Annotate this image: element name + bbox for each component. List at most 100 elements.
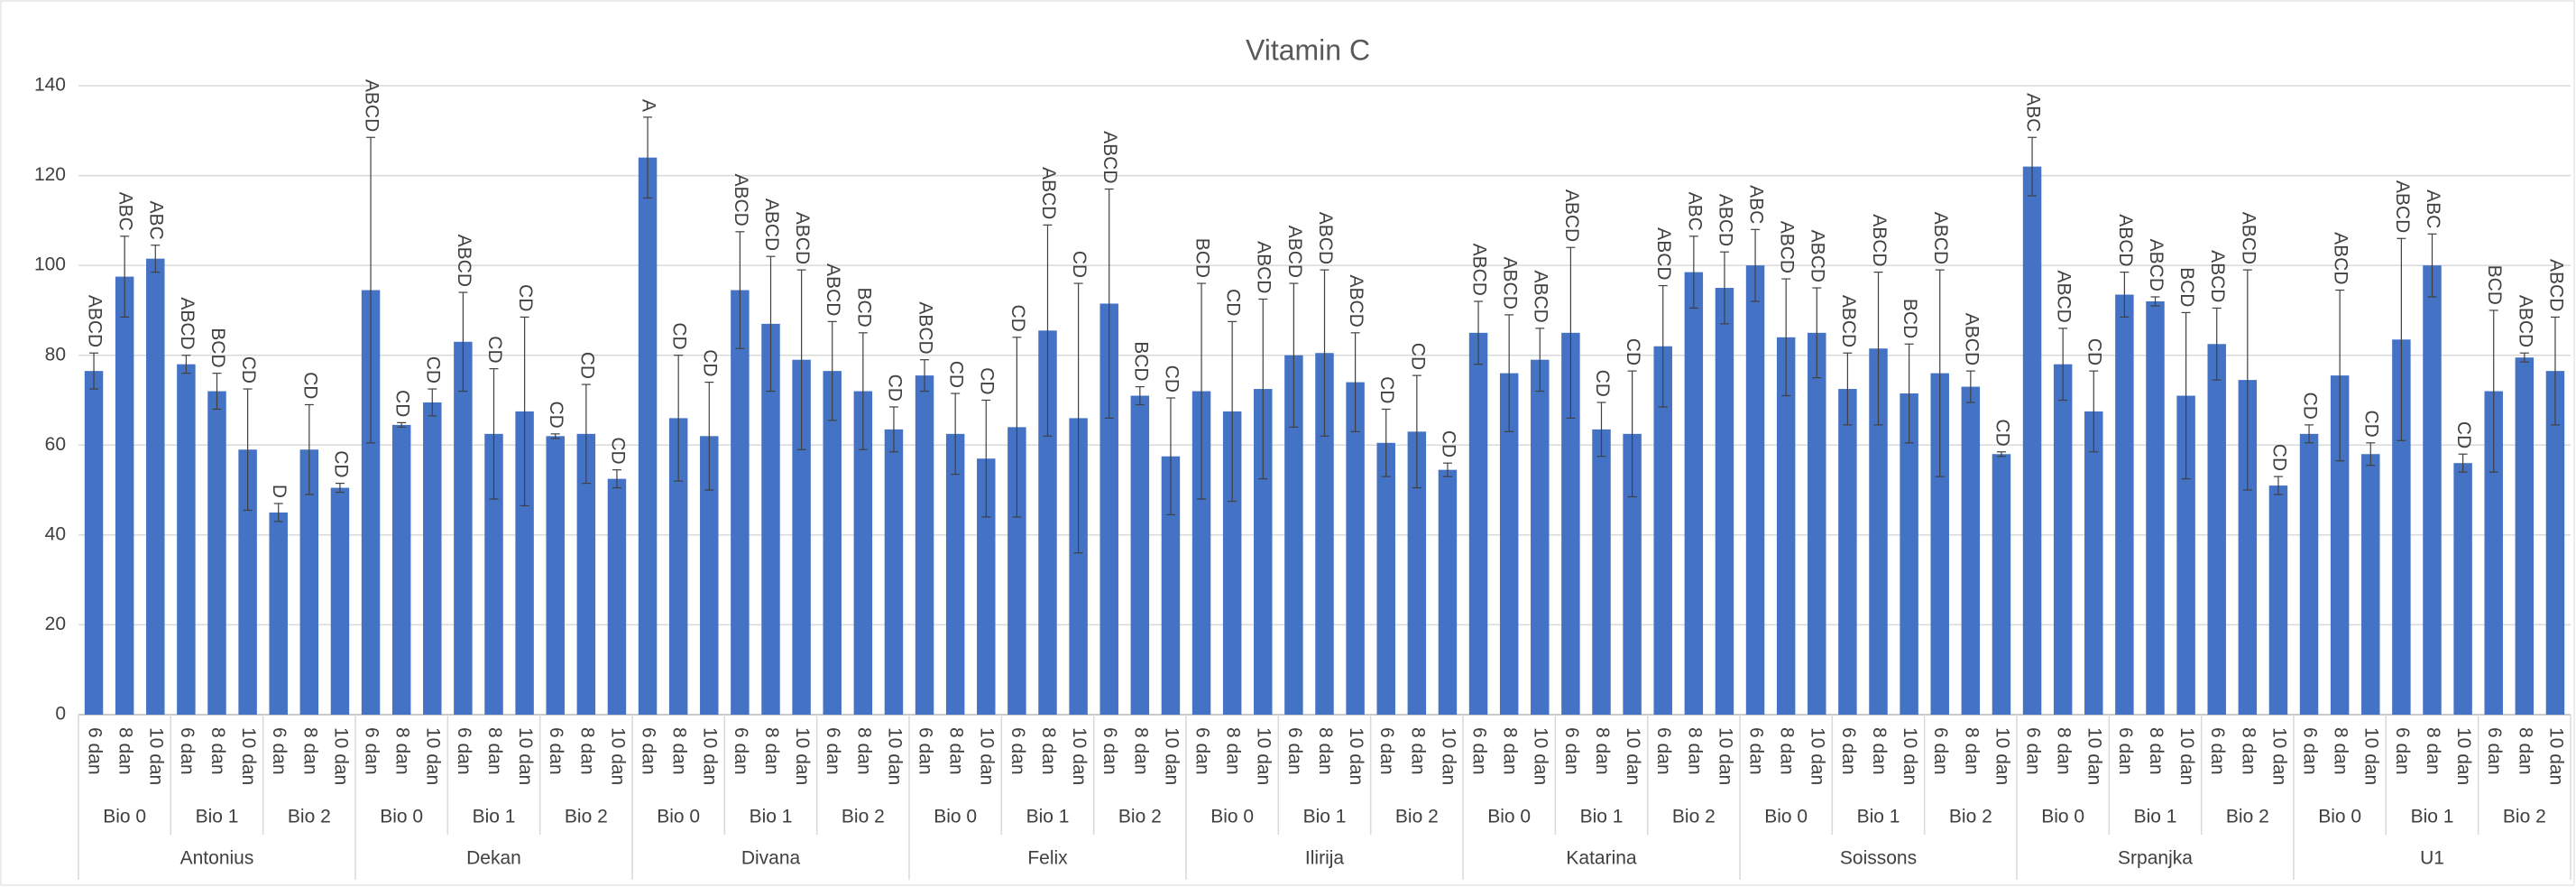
- x-tick-label: 8 dan: [576, 727, 597, 775]
- bar: [391, 424, 411, 715]
- bar: [177, 364, 196, 715]
- x-tick-label: 6 dan: [1099, 727, 1120, 775]
- bar: [853, 391, 873, 715]
- x-tick-label: 6 dan: [2207, 727, 2228, 775]
- letter-label: CD: [607, 437, 628, 464]
- x-tick-label: 6 dan: [1838, 727, 1859, 775]
- bar: [515, 411, 534, 715]
- bar: [2515, 357, 2535, 715]
- bar: [1069, 418, 1088, 715]
- letter-label: ABCD: [1469, 244, 1490, 296]
- bar: [2330, 375, 2350, 715]
- bar: [668, 418, 688, 715]
- bar: [977, 458, 996, 715]
- letter-label: CD: [669, 322, 690, 349]
- letter-label: ABCD: [1346, 274, 1366, 327]
- letter-label: CD: [423, 356, 444, 383]
- letter-label: ABCD: [1038, 167, 1059, 219]
- letter-label: CD: [2361, 410, 2382, 437]
- letter-label: CD: [1592, 370, 1613, 397]
- letter-label: ABCD: [1561, 189, 1582, 242]
- group-label: U1: [2420, 848, 2444, 869]
- bar: [2115, 294, 2134, 715]
- subgroup-label: Bio 1: [750, 807, 793, 827]
- subgroup-label: Bio 2: [2226, 807, 2269, 827]
- x-tick-label: 8 dan: [1223, 727, 1244, 775]
- x-tick-label: 10 dan: [1992, 727, 2012, 785]
- bar: [2207, 344, 2226, 715]
- x-tick-label: 10 dan: [700, 727, 721, 785]
- bar: [2268, 485, 2288, 715]
- letter-label: ABCD: [85, 295, 106, 347]
- bar: [454, 341, 473, 715]
- bar: [1838, 389, 1857, 715]
- group-label: Divana: [741, 848, 801, 869]
- x-tick-label: 8 dan: [1130, 727, 1151, 775]
- bar: [1099, 303, 1118, 715]
- letter-label: ABCD: [1500, 257, 1521, 310]
- letter-label: CD: [546, 401, 566, 428]
- bar: [1808, 332, 1826, 715]
- letter-label: ABCD: [1777, 221, 1798, 273]
- bar: [2146, 300, 2165, 715]
- letter-label: ABCD: [792, 212, 813, 264]
- bar: [207, 391, 226, 715]
- bar: [1992, 454, 2011, 715]
- letter-label: ABCD: [2331, 232, 2351, 284]
- bar: [1161, 456, 1181, 715]
- x-tick-label: 8 dan: [1315, 727, 1336, 775]
- bar: [146, 258, 165, 715]
- bar: [1007, 427, 1026, 715]
- bar: [1407, 431, 1427, 715]
- x-tick-label: 10 dan: [2268, 727, 2289, 785]
- bar: [1531, 359, 1550, 715]
- x-tick-label: 8 dan: [2331, 727, 2351, 775]
- letter-label: BCD: [1192, 238, 1213, 278]
- group-label: Antonius: [180, 848, 254, 869]
- bar: [2053, 364, 2073, 715]
- bar: [2022, 166, 2042, 716]
- x-tick-label: 10 dan: [977, 727, 998, 785]
- bar: [1684, 272, 1704, 715]
- subgroup-label: Bio 1: [1857, 807, 1900, 827]
- x-tick-label: 8 dan: [1777, 727, 1798, 775]
- x-tick-label: 10 dan: [146, 727, 167, 785]
- letter-label: CD: [1438, 430, 1458, 457]
- bar: [269, 512, 288, 715]
- bar: [823, 371, 842, 715]
- bar: [1315, 353, 1334, 715]
- letter-label: ABCD: [2392, 180, 2413, 233]
- bar: [1869, 348, 1888, 715]
- bar: [1254, 389, 1273, 715]
- subgroup-label: Bio 2: [1118, 807, 1162, 827]
- bar: [2084, 411, 2103, 715]
- subgroup-label: Bio 2: [1395, 807, 1439, 827]
- letter-label: CD: [1069, 251, 1090, 278]
- bar: [1900, 393, 1918, 715]
- x-tick-label: 8 dan: [761, 727, 782, 775]
- letter-label: CD: [2084, 338, 2105, 365]
- letter-label: BCD: [1130, 341, 1151, 381]
- bar: [361, 290, 381, 715]
- group-label: Srpanjka: [2118, 848, 2193, 869]
- x-tick-label: 10 dan: [2361, 727, 2382, 785]
- x-tick-label: 6 dan: [177, 727, 198, 775]
- x-tick-label: 8 dan: [1038, 727, 1059, 775]
- x-tick-label: 6 dan: [915, 727, 936, 775]
- x-tick-label: 6 dan: [1746, 727, 1767, 775]
- subgroup-label: Bio 2: [288, 807, 331, 827]
- y-tick-label: 40: [45, 523, 66, 544]
- bar: [2176, 395, 2195, 715]
- bar: [792, 359, 811, 715]
- letter-label: ABCD: [1531, 270, 1551, 322]
- subgroup-label: Bio 1: [2134, 807, 2177, 827]
- letter-label: ABCD: [2238, 212, 2259, 264]
- letter-label: ABC: [115, 192, 136, 231]
- letter-label: ABCD: [2054, 270, 2075, 322]
- letter-label: ABCD: [2146, 239, 2167, 291]
- x-tick-label: 6 dan: [1376, 727, 1397, 775]
- bar: [2453, 463, 2472, 715]
- y-tick-label: 20: [45, 614, 66, 634]
- bar: [1561, 332, 1580, 715]
- x-tick-label: 6 dan: [1192, 727, 1213, 775]
